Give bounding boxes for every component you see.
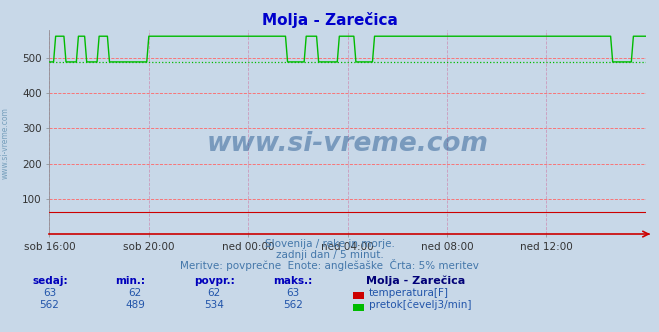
Text: pretok[čevelj3/min]: pretok[čevelj3/min] bbox=[369, 299, 472, 310]
Text: Molja - Zarečica: Molja - Zarečica bbox=[366, 275, 465, 286]
Text: zadnji dan / 5 minut.: zadnji dan / 5 minut. bbox=[275, 250, 384, 260]
Text: 63: 63 bbox=[287, 288, 300, 298]
Text: sedaj:: sedaj: bbox=[33, 276, 69, 286]
Text: 562: 562 bbox=[283, 300, 303, 310]
Text: Molja - Zarečica: Molja - Zarečica bbox=[262, 12, 397, 28]
Text: maks.:: maks.: bbox=[273, 276, 313, 286]
Text: temperatura[F]: temperatura[F] bbox=[369, 288, 449, 298]
Text: www.si-vreme.com: www.si-vreme.com bbox=[207, 131, 488, 157]
Text: 62: 62 bbox=[129, 288, 142, 298]
Text: 62: 62 bbox=[208, 288, 221, 298]
Text: 63: 63 bbox=[43, 288, 56, 298]
Text: 562: 562 bbox=[40, 300, 59, 310]
Text: 489: 489 bbox=[125, 300, 145, 310]
Text: min.:: min.: bbox=[115, 276, 146, 286]
Text: www.si-vreme.com: www.si-vreme.com bbox=[1, 107, 10, 179]
Text: povpr.:: povpr.: bbox=[194, 276, 235, 286]
Text: Meritve: povprečne  Enote: anglešaške  Črta: 5% meritev: Meritve: povprečne Enote: anglešaške Črt… bbox=[180, 259, 479, 271]
Text: Slovenija / reke in morje.: Slovenija / reke in morje. bbox=[264, 239, 395, 249]
Text: 534: 534 bbox=[204, 300, 224, 310]
